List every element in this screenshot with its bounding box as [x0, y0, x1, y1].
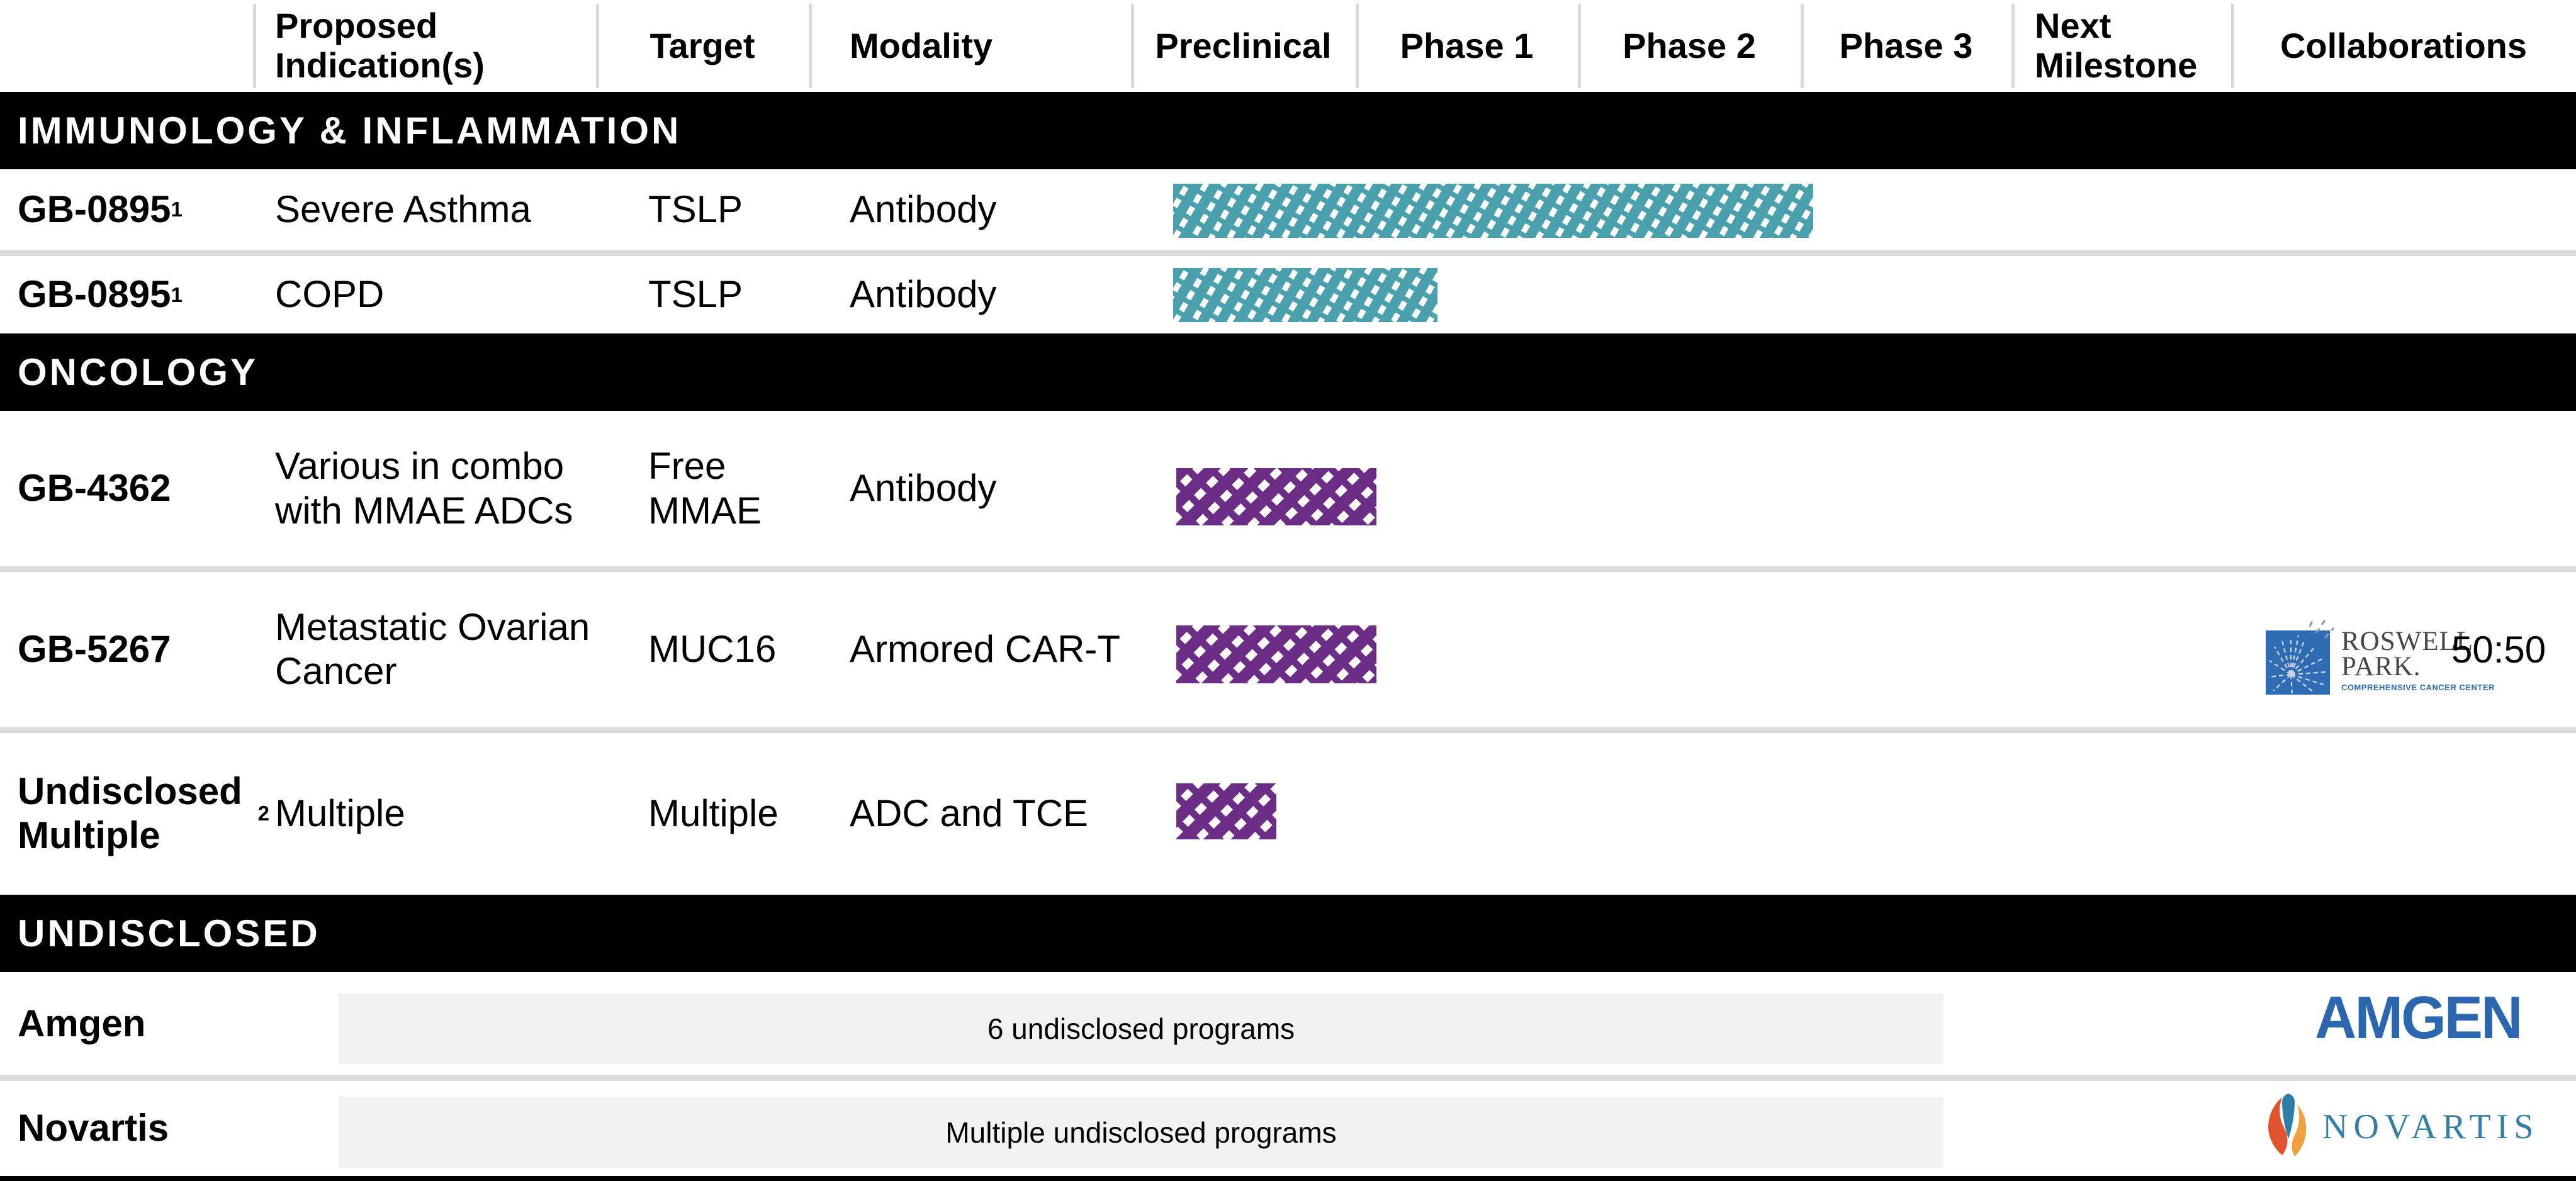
amgen-logo: AMGEN — [2315, 984, 2523, 1051]
modality-cell: ADC and TCE — [850, 792, 1089, 834]
roswell-starburst-icon — [2266, 617, 2335, 695]
target-cell: TSLP — [648, 188, 743, 230]
column-header-preclinical: Preclinical — [1155, 25, 1332, 65]
pipeline-bar-undisclosed-multiple — [1176, 783, 1276, 839]
novartis-flame-icon — [2268, 1094, 2307, 1156]
column-header-phase-1: Phase 1 — [1400, 25, 1534, 65]
undisclosed-programs-pill: 6 undisclosed programs — [339, 993, 1943, 1064]
header-separator — [253, 4, 256, 88]
header-separator — [1578, 4, 1581, 88]
indication-cell: Metastatic Ovarian Cancer — [275, 605, 590, 692]
target-cell: Free MMAE — [648, 445, 762, 532]
row-separator — [0, 250, 2576, 256]
modality-cell: Antibody — [850, 188, 997, 230]
undisclosed-programs-pill: Multiple undisclosed programs — [339, 1097, 1943, 1168]
header-separator — [596, 4, 599, 88]
roswell-line1: ROSWELL — [2341, 627, 2474, 656]
indication-cell: Multiple — [275, 792, 405, 834]
header-separator — [1356, 4, 1359, 88]
partner-name: Amgen — [18, 1002, 146, 1044]
roswell-line2: PARK. — [2341, 651, 2421, 681]
column-header-modality: Modality — [850, 25, 993, 65]
header-separator — [1801, 4, 1804, 88]
indication-cell: COPD — [275, 273, 385, 316]
program-cell: GB-0895 1 — [18, 188, 183, 230]
table-bottom-border — [0, 1176, 2576, 1181]
program-cell: Undisclosed Multiple 2 — [18, 770, 269, 856]
header-separator — [1131, 4, 1134, 88]
program-cell: GB-4362 — [18, 467, 171, 510]
section-header-immunology-inflammation: IMMUNOLOGY & INFLAMMATION — [0, 92, 2576, 169]
novartis-wordmark: NOVARTIS — [2322, 1107, 2539, 1146]
column-header-target: Target — [650, 25, 755, 65]
modality-cell: Armored CAR-T — [850, 627, 1121, 670]
roswell-park-logo: ROSWELL PARK. COMPREHENSIVE CANCER CENTE… — [2266, 617, 2495, 697]
header-separator — [2231, 4, 2234, 88]
row-separator — [0, 1075, 2576, 1081]
modality-cell: Antibody — [850, 273, 997, 316]
novartis-logo: NOVARTIS — [2264, 1089, 2539, 1161]
modality-cell: Antibody — [850, 467, 997, 510]
pipeline-bar-gb4362 — [1176, 468, 1376, 525]
roswell-logo-text: ROSWELL PARK. COMPREHENSIVE CANCER CENTE… — [2341, 617, 2495, 692]
roswell-subtitle: COMPREHENSIVE CANCER CENTER — [2341, 683, 2495, 693]
column-header-next-milestone: Next Milestone — [2035, 6, 2198, 85]
program-cell: GB-0895 1 — [18, 273, 183, 316]
target-cell: MUC16 — [648, 627, 777, 670]
row-separator — [0, 727, 2576, 733]
indication-cell: Various in combo with MMAE ADCs — [275, 445, 573, 532]
header-separator — [2011, 4, 2015, 88]
column-header-collaborations: Collaborations — [2280, 25, 2528, 65]
column-header-proposed-indications: Proposed Indication(s) — [275, 6, 485, 85]
section-header-oncology: ONCOLOGY — [0, 333, 2576, 411]
pipeline-bar-gb0895-copd — [1173, 268, 1437, 322]
header-separator — [809, 4, 812, 88]
row-separator — [0, 566, 2576, 572]
program-cell: GB-5267 — [18, 627, 171, 670]
target-cell: TSLP — [648, 273, 743, 316]
column-header-phase-2: Phase 2 — [1623, 25, 1756, 65]
pipeline-bar-gb5267 — [1176, 625, 1376, 683]
indication-cell: Severe Asthma — [275, 188, 531, 230]
target-cell: Multiple — [648, 792, 779, 834]
column-header-phase-3: Phase 3 — [1839, 25, 1973, 65]
collaboration-ratio: 50:50 — [2451, 628, 2546, 671]
partner-name: Novartis — [18, 1106, 169, 1149]
pipeline-bar-gb0895-asthma — [1173, 184, 1813, 238]
section-header-undisclosed: UNDISCLOSED — [0, 895, 2576, 972]
